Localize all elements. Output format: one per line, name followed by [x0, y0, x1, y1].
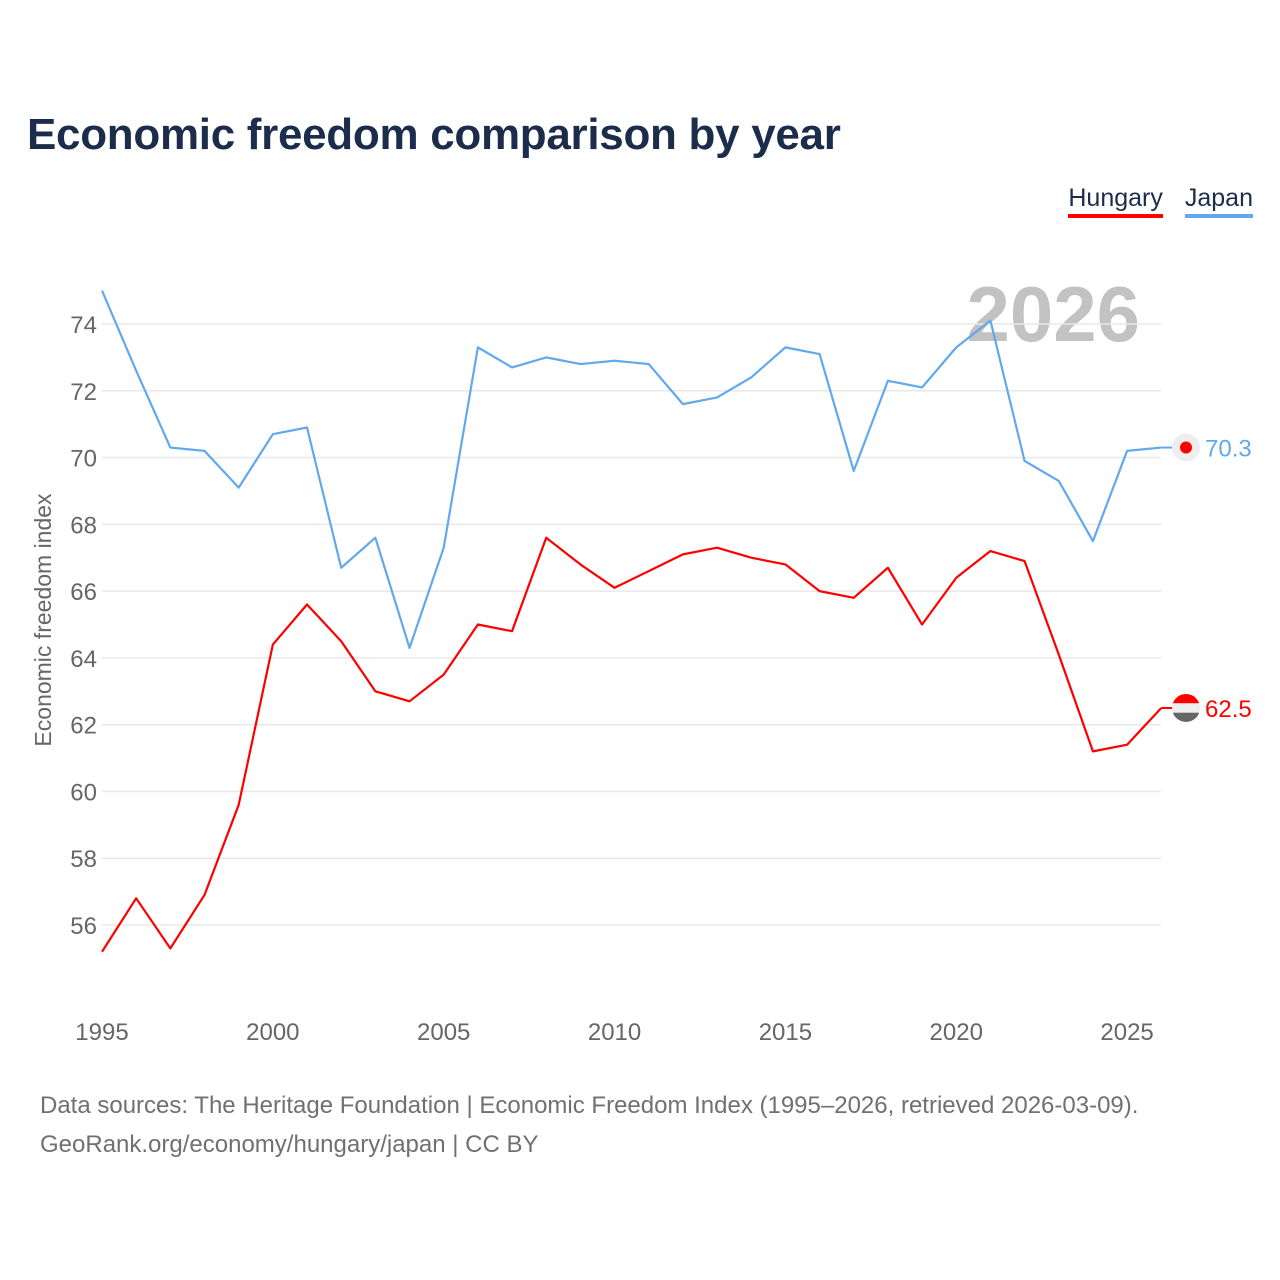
- data-point-japan: [987, 318, 993, 324]
- data-point-japan: [270, 431, 276, 437]
- data-point-hungary: [612, 585, 618, 591]
- hungary-flag-icon: [1172, 693, 1200, 722]
- end-value-label-japan: 70.3: [1205, 436, 1252, 463]
- data-point-hungary: [680, 551, 686, 557]
- data-point-hungary: [919, 622, 925, 628]
- data-point-hungary: [167, 945, 173, 951]
- flag-stripe: [1172, 703, 1200, 713]
- y-tick-label: 72: [70, 379, 97, 406]
- end-value-label-hungary: 62.5: [1205, 696, 1252, 723]
- x-tick-label: 2025: [1100, 1019, 1153, 1046]
- data-point-hungary: [1056, 652, 1062, 658]
- data-point-japan: [236, 485, 242, 491]
- data-point-hungary: [99, 949, 105, 955]
- data-point-japan: [407, 645, 413, 651]
- y-tick-label: 62: [70, 713, 97, 740]
- data-point-japan: [167, 445, 173, 451]
- data-point-hungary: [1124, 742, 1130, 748]
- y-tick-label: 68: [70, 512, 97, 539]
- x-tick-label: 2000: [246, 1019, 299, 1046]
- data-point-hungary: [1090, 748, 1096, 754]
- data-point-hungary: [372, 688, 378, 694]
- data-point-hungary: [1022, 558, 1028, 564]
- data-point-japan: [577, 361, 583, 367]
- japan-flag-icon-dot: [1180, 441, 1192, 454]
- data-point-hungary: [304, 601, 310, 607]
- chart-title: Economic freedom comparison by year: [27, 110, 841, 159]
- year-watermark: 2026: [966, 270, 1140, 358]
- data-point-japan: [885, 378, 891, 384]
- y-tick-label: 64: [70, 646, 97, 673]
- data-point-hungary: [748, 555, 754, 561]
- data-point-japan: [1124, 448, 1130, 454]
- series-line-japan: [100, 290, 1162, 649]
- data-point-japan: [202, 448, 208, 454]
- footer-link[interactable]: GeoRank.org/economy/hungary/japan | CC B…: [40, 1131, 539, 1158]
- data-point-hungary: [714, 545, 720, 551]
- data-point-japan: [372, 535, 378, 541]
- data-point-japan: [612, 358, 618, 364]
- y-tick-label: 66: [70, 579, 97, 606]
- data-point-japan: [475, 344, 481, 350]
- data-point-hungary: [543, 535, 549, 541]
- y-tick-label: 74: [70, 312, 97, 339]
- data-point-japan: [919, 384, 925, 390]
- data-point-japan: [1056, 478, 1062, 484]
- legend-hungary[interactable]: Hungary: [1068, 184, 1163, 218]
- data-point-hungary: [509, 628, 515, 634]
- data-point-japan: [133, 368, 139, 374]
- x-tick-label: 1995: [75, 1019, 128, 1046]
- data-point-japan: [99, 288, 105, 294]
- data-point-hungary: [987, 548, 993, 554]
- data-point-hungary: [338, 638, 344, 644]
- flag-stripe: [1172, 693, 1200, 704]
- x-tick-label: 2015: [759, 1019, 812, 1046]
- x-tick-label: 2005: [417, 1019, 470, 1046]
- data-point-hungary: [782, 561, 788, 567]
- data-point-hungary: [885, 565, 891, 571]
- data-point-hungary: [851, 595, 857, 601]
- y-tick-label: 58: [70, 846, 97, 873]
- data-point-japan: [441, 545, 447, 551]
- data-point-japan: [304, 425, 310, 431]
- data-point-japan: [782, 344, 788, 350]
- flag-stripe: [1172, 712, 1200, 722]
- line-chart: 2026 56 58 60 62 64 66 68 70 72 74 1995 2000 2005 2010…: [30, 270, 1252, 1046]
- data-point-japan: [748, 374, 754, 380]
- data-point-hungary: [577, 561, 583, 567]
- x-tick-label: 2010: [588, 1019, 641, 1046]
- data-point-japan: [1022, 458, 1028, 464]
- y-tick-label: 70: [70, 446, 97, 473]
- data-point-hungary: [953, 575, 959, 581]
- data-point-japan: [646, 361, 652, 367]
- data-point-hungary: [270, 642, 276, 648]
- data-point-japan: [338, 565, 344, 571]
- data-point-japan: [1090, 538, 1096, 544]
- y-tick-label: 60: [70, 779, 97, 806]
- legend-japan[interactable]: Japan: [1184, 184, 1253, 218]
- data-point-japan: [817, 351, 823, 357]
- data-point-hungary: [646, 568, 652, 574]
- data-point-japan: [953, 344, 959, 350]
- data-point-hungary: [236, 802, 242, 808]
- data-point-hungary: [441, 672, 447, 678]
- data-point-hungary: [133, 895, 139, 901]
- data-point-japan: [851, 468, 857, 474]
- footer: Data sources: The Heritage Foundation | …: [40, 1086, 1138, 1164]
- data-point-hungary: [817, 588, 823, 594]
- data-point-hungary: [407, 698, 413, 704]
- y-axis-label: Economic freedom index: [30, 493, 56, 747]
- data-point-japan: [714, 394, 720, 400]
- data-point-japan: [543, 354, 549, 360]
- legend: Hungary Japan: [1068, 184, 1253, 218]
- series-line-hungary: [101, 536, 1163, 953]
- data-point-hungary: [475, 622, 481, 628]
- data-point-japan: [509, 364, 515, 370]
- data-point-japan: [680, 401, 686, 407]
- data-point-hungary: [202, 892, 208, 898]
- y-tick-label: 56: [70, 913, 97, 940]
- x-tick-label: 2020: [930, 1019, 983, 1046]
- footer-sources: Data sources: The Heritage Foundation | …: [40, 1092, 1139, 1119]
